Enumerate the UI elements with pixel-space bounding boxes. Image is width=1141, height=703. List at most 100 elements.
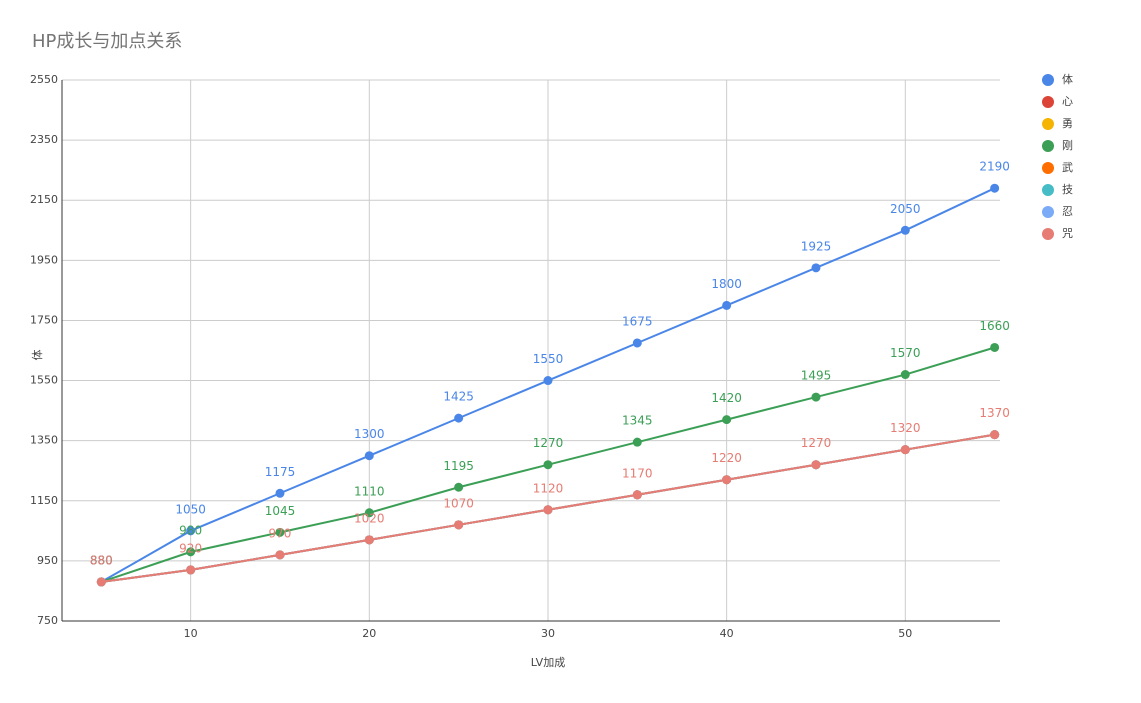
data-point bbox=[364, 451, 374, 461]
data-point bbox=[543, 376, 553, 386]
data-label: 1020 bbox=[354, 511, 385, 525]
data-point bbox=[722, 300, 732, 310]
data-point bbox=[275, 550, 285, 560]
data-label: 920 bbox=[179, 541, 202, 555]
legend-marker bbox=[1042, 96, 1054, 108]
data-label: 1045 bbox=[265, 504, 296, 518]
legend-marker bbox=[1042, 74, 1054, 86]
legend-label: 刚 bbox=[1062, 139, 1073, 152]
data-point bbox=[990, 430, 1000, 440]
x-tick-label: 40 bbox=[720, 627, 734, 640]
data-label: 1550 bbox=[533, 352, 564, 366]
legend-marker bbox=[1042, 206, 1054, 218]
y-tick-label: 1350 bbox=[30, 434, 58, 447]
data-label: 1110 bbox=[354, 484, 385, 498]
legend-marker bbox=[1042, 162, 1054, 174]
data-label: 970 bbox=[269, 526, 292, 540]
data-label: 1270 bbox=[801, 436, 832, 450]
data-point bbox=[186, 565, 196, 575]
legend-marker bbox=[1042, 118, 1054, 130]
legend-label: 咒 bbox=[1062, 227, 1073, 240]
data-point bbox=[275, 488, 285, 498]
legend-label: 武 bbox=[1062, 161, 1073, 174]
legend-label: 勇 bbox=[1062, 117, 1073, 130]
data-point bbox=[454, 482, 464, 492]
data-label: 1195 bbox=[443, 459, 474, 473]
data-point bbox=[900, 225, 910, 235]
data-point bbox=[186, 526, 196, 536]
data-point bbox=[722, 475, 732, 485]
x-tick-label: 20 bbox=[362, 627, 376, 640]
data-label: 980 bbox=[179, 523, 202, 537]
legend-label: 忍 bbox=[1062, 205, 1073, 218]
data-point bbox=[364, 508, 374, 518]
y-tick-label: 1150 bbox=[30, 494, 58, 507]
data-point bbox=[811, 460, 821, 470]
data-point bbox=[811, 263, 821, 273]
y-tick-label: 1950 bbox=[30, 253, 58, 266]
data-label: 1570 bbox=[890, 346, 921, 360]
data-point bbox=[632, 338, 642, 348]
data-point bbox=[990, 342, 1000, 352]
data-label: 1300 bbox=[354, 427, 385, 441]
legend-marker bbox=[1042, 184, 1054, 196]
legend-marker bbox=[1042, 228, 1054, 240]
y-tick-label: 950 bbox=[37, 554, 58, 567]
data-label: 1925 bbox=[801, 239, 832, 253]
y-tick-label: 2150 bbox=[30, 193, 58, 206]
data-point bbox=[990, 183, 1000, 193]
data-point bbox=[96, 577, 106, 587]
y-tick-label: 750 bbox=[37, 614, 58, 627]
x-tick-label: 30 bbox=[541, 627, 555, 640]
data-point bbox=[364, 535, 374, 545]
data-label: 1420 bbox=[711, 391, 742, 405]
data-point bbox=[543, 505, 553, 515]
data-point bbox=[275, 527, 285, 537]
data-label: 1345 bbox=[622, 414, 653, 428]
legend-label: 技 bbox=[1062, 183, 1073, 196]
data-point bbox=[543, 460, 553, 470]
data-label: 1320 bbox=[890, 421, 921, 435]
data-label: 880 bbox=[90, 553, 113, 567]
data-label: 1425 bbox=[443, 390, 474, 404]
y-tick-label: 2350 bbox=[30, 133, 58, 146]
data-point bbox=[632, 437, 642, 447]
data-point bbox=[811, 392, 821, 402]
y-tick-label: 1550 bbox=[30, 374, 58, 387]
data-point bbox=[186, 547, 196, 557]
data-label: 1220 bbox=[711, 451, 742, 465]
data-label: 1800 bbox=[711, 277, 742, 291]
data-label: 1495 bbox=[801, 369, 832, 383]
x-tick-label: 10 bbox=[184, 627, 198, 640]
data-point bbox=[454, 520, 464, 530]
data-label: 1050 bbox=[175, 502, 206, 516]
data-label: 1270 bbox=[533, 436, 564, 450]
data-label: 1660 bbox=[979, 319, 1010, 333]
data-point bbox=[722, 415, 732, 425]
legend-marker bbox=[1042, 140, 1054, 152]
y-axis-title: 体 bbox=[30, 350, 44, 361]
data-label: 2050 bbox=[890, 202, 921, 216]
legend-label: 体 bbox=[1062, 72, 1073, 86]
x-axis-title: LV加成 bbox=[531, 656, 565, 669]
data-label: 1120 bbox=[533, 481, 564, 495]
x-tick-label: 50 bbox=[898, 627, 912, 640]
data-label: 1370 bbox=[979, 406, 1010, 420]
data-point bbox=[900, 445, 910, 455]
data-point bbox=[454, 413, 464, 423]
chart-title: HP成长与加点关系 bbox=[32, 31, 182, 52]
data-label: 2190 bbox=[979, 160, 1010, 174]
data-point bbox=[632, 490, 642, 500]
y-tick-label: 2550 bbox=[30, 73, 58, 86]
data-label: 880 bbox=[90, 553, 113, 567]
y-tick-label: 1750 bbox=[30, 313, 58, 326]
data-label: 1170 bbox=[622, 466, 653, 480]
data-label: 1675 bbox=[622, 314, 653, 328]
data-label: 1070 bbox=[443, 496, 474, 510]
data-label: 1175 bbox=[265, 465, 296, 479]
data-label: 880 bbox=[90, 553, 113, 567]
data-point bbox=[900, 370, 910, 380]
legend-label: 心 bbox=[1062, 95, 1073, 108]
